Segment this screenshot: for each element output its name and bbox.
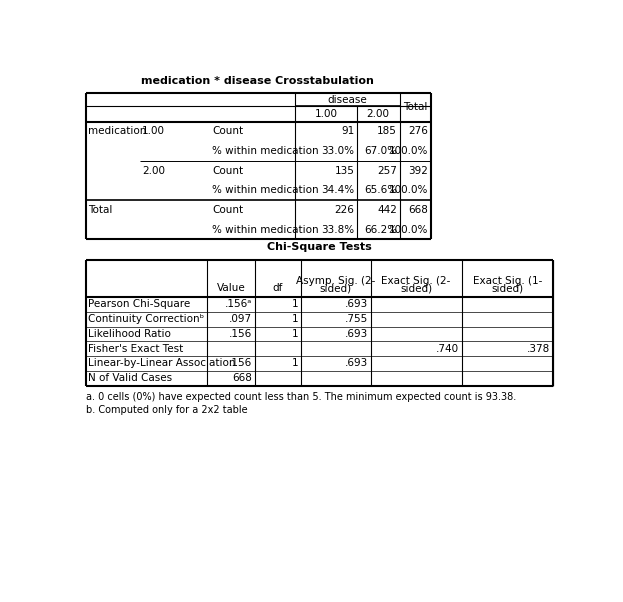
Text: 1: 1: [292, 359, 299, 368]
Text: Likelihood Ratio: Likelihood Ratio: [88, 329, 171, 339]
Text: Pearson Chi-Square: Pearson Chi-Square: [88, 299, 190, 309]
Text: Count: Count: [212, 205, 243, 215]
Text: .378: .378: [528, 344, 551, 354]
Text: 33.8%: 33.8%: [321, 225, 354, 235]
Text: 442: 442: [378, 205, 397, 215]
Text: 65.6%: 65.6%: [364, 185, 397, 195]
Text: 2.00: 2.00: [367, 109, 390, 119]
Text: % within medication: % within medication: [212, 225, 318, 235]
Text: medication: medication: [88, 126, 146, 136]
Text: 668: 668: [408, 205, 428, 215]
Text: .755: .755: [345, 314, 368, 324]
Text: Total: Total: [403, 102, 427, 113]
Text: Chi-Square Tests: Chi-Square Tests: [267, 242, 371, 252]
Text: N of Valid Cases: N of Valid Cases: [88, 373, 172, 383]
Text: .156: .156: [229, 329, 252, 339]
Text: Count: Count: [212, 126, 243, 136]
Text: Exact Sig. (2-: Exact Sig. (2-: [381, 276, 451, 285]
Text: .693: .693: [345, 359, 368, 368]
Text: .740: .740: [436, 344, 459, 354]
Text: sided): sided): [400, 283, 432, 293]
Text: Value: Value: [217, 283, 245, 293]
Text: 91: 91: [341, 126, 354, 136]
Text: 668: 668: [232, 373, 252, 383]
Text: Count: Count: [212, 166, 243, 176]
Text: df: df: [273, 283, 283, 293]
Text: 67.0%: 67.0%: [364, 146, 397, 156]
Text: 226: 226: [335, 205, 354, 215]
Text: medication * disease Crosstabulation: medication * disease Crosstabulation: [141, 76, 374, 87]
Text: 185: 185: [378, 126, 397, 136]
Text: .693: .693: [345, 299, 368, 309]
Text: 2.00: 2.00: [142, 166, 165, 176]
Text: Continuity Correctionᵇ: Continuity Correctionᵇ: [88, 314, 204, 324]
Text: 1.00: 1.00: [142, 126, 165, 136]
Text: 257: 257: [378, 166, 397, 176]
Text: % within medication: % within medication: [212, 185, 318, 195]
Text: .693: .693: [345, 329, 368, 339]
Text: 100.0%: 100.0%: [389, 185, 428, 195]
Text: 1: 1: [292, 329, 299, 339]
Text: 1.00: 1.00: [315, 109, 338, 119]
Text: Exact Sig. (1-: Exact Sig. (1-: [472, 276, 542, 285]
Text: 66.2%: 66.2%: [364, 225, 397, 235]
Text: sided): sided): [491, 283, 523, 293]
Text: 100.0%: 100.0%: [389, 225, 428, 235]
Text: Asymp. Sig. (2-: Asymp. Sig. (2-: [297, 276, 376, 285]
Text: .156: .156: [229, 359, 252, 368]
Text: sided): sided): [320, 283, 352, 293]
Text: 135: 135: [335, 166, 354, 176]
Text: .097: .097: [229, 314, 252, 324]
Text: % within medication: % within medication: [212, 146, 318, 156]
Text: 276: 276: [408, 126, 428, 136]
Text: Fisher's Exact Test: Fisher's Exact Test: [88, 344, 183, 354]
Text: 100.0%: 100.0%: [389, 146, 428, 156]
Text: 33.0%: 33.0%: [321, 146, 354, 156]
Text: b. Computed only for a 2x2 table: b. Computed only for a 2x2 table: [85, 405, 247, 415]
Text: disease: disease: [327, 95, 367, 105]
Text: 1: 1: [292, 314, 299, 324]
Text: a. 0 cells (0%) have expected count less than 5. The minimum expected count is 9: a. 0 cells (0%) have expected count less…: [85, 392, 516, 402]
Text: Linear-by-Linear Association: Linear-by-Linear Association: [88, 359, 235, 368]
Text: 392: 392: [408, 166, 428, 176]
Text: 34.4%: 34.4%: [321, 185, 354, 195]
Text: .156ᵃ: .156ᵃ: [225, 299, 252, 309]
Text: Total: Total: [88, 205, 112, 215]
Text: 1: 1: [292, 299, 299, 309]
